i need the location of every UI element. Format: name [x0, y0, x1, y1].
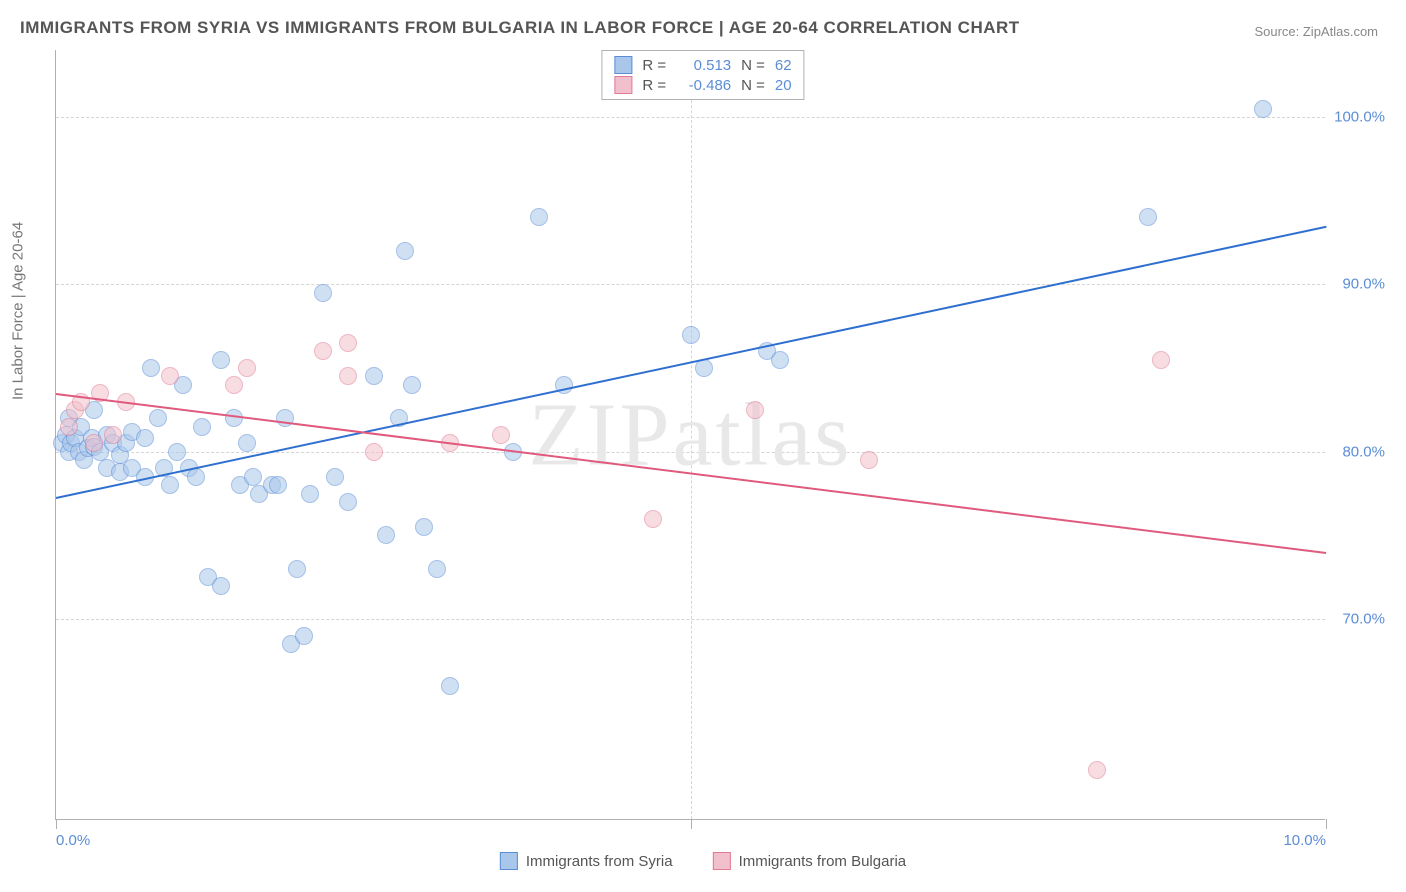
- legend-item-syria: Immigrants from Syria: [500, 852, 673, 870]
- data-point-syria: [276, 409, 294, 427]
- data-point-syria: [530, 208, 548, 226]
- n-value-bulgaria: 20: [775, 77, 792, 94]
- chart-title: IMMIGRANTS FROM SYRIA VS IMMIGRANTS FROM…: [20, 18, 1020, 38]
- r-value-bulgaria: -0.486: [676, 77, 731, 94]
- data-point-syria: [377, 526, 395, 544]
- data-point-bulgaria: [60, 418, 78, 436]
- data-point-syria: [142, 359, 160, 377]
- data-point-syria: [212, 577, 230, 595]
- data-point-syria: [365, 367, 383, 385]
- data-point-bulgaria: [339, 334, 357, 352]
- data-point-syria: [428, 560, 446, 578]
- data-point-syria: [161, 476, 179, 494]
- data-point-bulgaria: [492, 426, 510, 444]
- source-label: Source: ZipAtlas.com: [1254, 24, 1378, 39]
- r-label: R =: [642, 57, 666, 74]
- legend-label-bulgaria: Immigrants from Bulgaria: [739, 853, 907, 870]
- n-label: N =: [741, 57, 765, 74]
- data-point-bulgaria: [644, 510, 662, 528]
- data-point-bulgaria: [85, 434, 103, 452]
- data-point-syria: [403, 376, 421, 394]
- data-point-syria: [314, 284, 332, 302]
- x-tick-label: 0.0%: [56, 832, 90, 849]
- data-point-bulgaria: [314, 342, 332, 360]
- data-point-syria: [326, 468, 344, 486]
- data-point-syria: [225, 409, 243, 427]
- data-point-syria: [288, 560, 306, 578]
- data-point-bulgaria: [339, 367, 357, 385]
- r-value-syria: 0.513: [676, 57, 731, 74]
- data-point-syria: [396, 242, 414, 260]
- r-label: R =: [642, 77, 666, 94]
- data-point-bulgaria: [225, 376, 243, 394]
- data-point-syria: [244, 468, 262, 486]
- data-point-syria: [149, 409, 167, 427]
- data-point-syria: [682, 326, 700, 344]
- legend-row-syria: R = 0.513 N = 62: [614, 55, 791, 75]
- data-point-bulgaria: [860, 451, 878, 469]
- legend-swatch-syria: [614, 56, 632, 74]
- x-tick-label: 10.0%: [1283, 832, 1326, 849]
- legend-row-bulgaria: R = -0.486 N = 20: [614, 75, 791, 95]
- data-point-bulgaria: [238, 359, 256, 377]
- data-point-syria: [193, 418, 211, 436]
- data-point-bulgaria: [161, 367, 179, 385]
- x-tick: [1326, 819, 1327, 829]
- legend-label-syria: Immigrants from Syria: [526, 853, 673, 870]
- data-point-syria: [441, 677, 459, 695]
- y-tick-label: 70.0%: [1342, 611, 1385, 628]
- data-point-syria: [238, 434, 256, 452]
- n-value-syria: 62: [775, 57, 792, 74]
- data-point-syria: [1139, 208, 1157, 226]
- data-point-syria: [1254, 100, 1272, 118]
- data-point-syria: [136, 429, 154, 447]
- data-point-syria: [771, 351, 789, 369]
- y-tick-label: 100.0%: [1334, 108, 1385, 125]
- legend-item-bulgaria: Immigrants from Bulgaria: [713, 852, 907, 870]
- data-point-bulgaria: [365, 443, 383, 461]
- data-point-syria: [295, 627, 313, 645]
- x-tick: [56, 819, 57, 829]
- legend-swatch-syria: [500, 852, 518, 870]
- chart-area: ZIPatlas 0.0%10.0%70.0%80.0%90.0%100.0%: [55, 50, 1325, 820]
- legend-swatch-bulgaria: [614, 76, 632, 94]
- data-point-syria: [212, 351, 230, 369]
- data-point-bulgaria: [1088, 761, 1106, 779]
- x-tick: [691, 819, 692, 829]
- y-tick-label: 90.0%: [1342, 276, 1385, 293]
- y-tick-label: 80.0%: [1342, 443, 1385, 460]
- data-point-bulgaria: [746, 401, 764, 419]
- data-point-syria: [269, 476, 287, 494]
- y-axis-label: In Labor Force | Age 20-64: [10, 222, 27, 400]
- data-point-syria: [339, 493, 357, 511]
- grid-line-v: [691, 50, 692, 819]
- correlation-legend: R = 0.513 N = 62 R = -0.486 N = 20: [601, 50, 804, 100]
- data-point-syria: [301, 485, 319, 503]
- data-point-bulgaria: [1152, 351, 1170, 369]
- data-point-syria: [168, 443, 186, 461]
- n-label: N =: [741, 77, 765, 94]
- series-legend: Immigrants from Syria Immigrants from Bu…: [500, 852, 906, 870]
- data-point-syria: [415, 518, 433, 536]
- data-point-bulgaria: [104, 426, 122, 444]
- legend-swatch-bulgaria: [713, 852, 731, 870]
